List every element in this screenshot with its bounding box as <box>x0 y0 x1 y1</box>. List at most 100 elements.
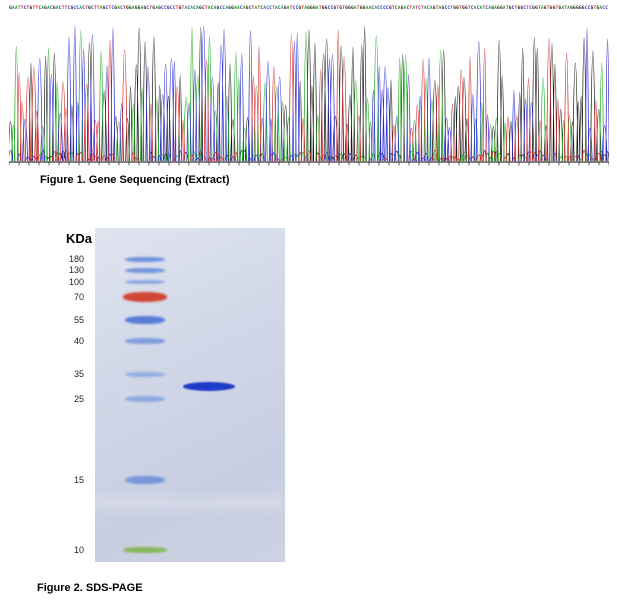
sample-band <box>183 381 235 391</box>
base-letter: G <box>283 6 287 11</box>
base-letter: C <box>172 6 176 11</box>
base-letter: T <box>415 6 418 11</box>
trace-c <box>9 25 609 162</box>
base-letter: T <box>356 6 360 11</box>
base-letter: T <box>537 6 541 11</box>
base-letter: C <box>120 6 123 11</box>
base-letter: G <box>134 6 138 11</box>
base-letter: C <box>201 6 205 11</box>
base-letter: T <box>96 6 100 11</box>
base-letter: G <box>245 6 249 11</box>
base-letter: G <box>497 6 500 11</box>
base-letter: T <box>289 6 293 11</box>
base-letter: G <box>350 6 354 11</box>
base-letter: A <box>47 6 50 11</box>
base-letter: G <box>199 6 202 11</box>
base-letter: T <box>93 6 97 11</box>
gel-smear <box>95 496 285 510</box>
base-letter: G <box>543 6 547 11</box>
base-letter: G <box>333 6 337 11</box>
base-letter: T <box>564 6 567 11</box>
base-letter: A <box>353 6 357 11</box>
base-letter: G <box>137 6 141 11</box>
base-letter: C <box>371 6 375 11</box>
ladder-band-40 <box>125 338 165 344</box>
base-letter: C <box>476 6 480 11</box>
base-letter: A <box>237 6 240 11</box>
base-letter: T <box>204 6 208 11</box>
trace-a <box>11 26 604 162</box>
base-letter: G <box>535 6 538 11</box>
ladder-label-10: 10 <box>73 545 84 555</box>
base-letter: A <box>131 6 135 11</box>
ladder-label-25: 25 <box>73 394 84 404</box>
base-letter: G <box>321 6 325 11</box>
base-letter: T <box>526 6 529 11</box>
base-letter: G <box>9 6 12 11</box>
base-letter: A <box>280 6 284 11</box>
base-letter: A <box>561 6 565 11</box>
base-letter: C <box>377 6 380 11</box>
base-letter: T <box>391 6 395 11</box>
base-letter: T <box>32 6 36 11</box>
ladder-band-70 <box>123 292 167 302</box>
base-letter: T <box>555 6 559 11</box>
base-letter: C <box>222 6 226 11</box>
base-letter: G <box>339 6 342 11</box>
ladder-label-70: 70 <box>73 292 84 302</box>
base-letter: T <box>593 6 597 11</box>
base-letter: G <box>400 6 404 11</box>
base-letter: A <box>429 6 433 11</box>
base-letter: T <box>409 6 413 11</box>
trace-ticks <box>9 162 609 166</box>
base-letter: G <box>517 6 521 11</box>
base-letter: C <box>470 6 474 11</box>
ladder-label-55: 55 <box>73 315 84 325</box>
base-letter: A <box>207 6 211 11</box>
base-letter: C <box>161 6 164 11</box>
base-letter: A <box>184 6 188 11</box>
kda-unit-label: KDa <box>66 231 93 246</box>
base-letter: G <box>441 6 445 11</box>
base-letter: C <box>292 6 296 11</box>
base-letter: C <box>406 6 410 11</box>
base-letter: G <box>152 6 155 11</box>
base-letter: G <box>102 6 106 11</box>
base-letter: G <box>590 6 594 11</box>
figure2-caption: Figure 2. SDS-PAGE <box>37 582 143 594</box>
base-letter: A <box>403 6 407 11</box>
base-letter: G <box>578 6 582 11</box>
ladder-labels: 180 130 100 70 55 40 35 25 15 10 <box>52 228 90 562</box>
base-letter: C <box>105 6 109 11</box>
base-letter: G <box>581 6 585 11</box>
base-letter: G <box>532 6 535 11</box>
base-letter: G <box>312 6 316 11</box>
base-letter: G <box>216 6 220 11</box>
base-letter: C <box>146 6 150 11</box>
base-letter: T <box>85 6 88 11</box>
base-letter: A <box>599 6 603 11</box>
base-letter: A <box>473 6 477 11</box>
base-letter: A <box>155 6 158 11</box>
base-letter: C <box>523 6 527 11</box>
ladder-label-15: 15 <box>73 475 84 485</box>
base-letter: G <box>307 6 310 11</box>
base-letter: T <box>257 6 261 11</box>
base-letter: C <box>260 6 264 11</box>
gel-image <box>95 228 285 562</box>
base-letter: A <box>41 6 44 11</box>
base-letter: C <box>587 6 591 11</box>
base-letter: G <box>125 6 129 11</box>
ladder-band-25 <box>125 396 165 402</box>
base-letter: C <box>38 6 42 11</box>
base-letter: A <box>315 6 319 11</box>
base-letter: G <box>359 6 363 11</box>
base-letter: G <box>456 6 459 11</box>
base-letter: G <box>178 6 182 11</box>
base-letter: A <box>225 6 229 11</box>
base-letter: C <box>193 6 196 11</box>
base-letter: C <box>511 6 515 11</box>
